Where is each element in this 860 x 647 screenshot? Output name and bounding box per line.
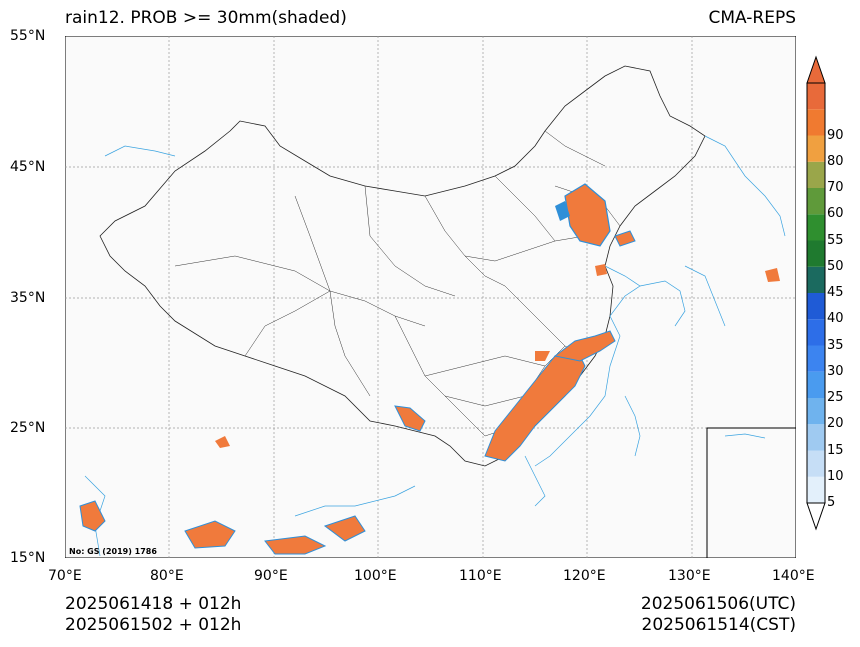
- colorbar-swatch: [807, 109, 825, 136]
- colorbar-tick-label: 45: [827, 285, 844, 300]
- precip-areas: [79, 183, 780, 555]
- coastlines: [84, 135, 786, 557]
- china-border: [99, 65, 706, 467]
- colorbar-swatch: [807, 319, 825, 346]
- colorbar-tick-label: 30: [827, 363, 844, 379]
- colorbar-swatch: [807, 450, 825, 477]
- valid-time-cst: 2025061514(CST): [641, 615, 796, 635]
- lon-label-130: 130°E: [668, 568, 711, 584]
- colorbar-swatch: [807, 83, 825, 110]
- colorbar-swatch: [807, 188, 825, 215]
- colorbar-swatch: [807, 135, 825, 162]
- colorbar-swatch: [807, 424, 825, 451]
- colorbar-swatch: [807, 266, 825, 293]
- colorbar-tick-label: 20: [827, 416, 844, 432]
- colorbar-tick-label: 80: [827, 153, 844, 169]
- map-panel: No: GS (2019) 1786: [65, 36, 796, 558]
- colorbar-extend-min: [806, 502, 826, 531]
- lat-label-35: 35°N: [10, 290, 46, 306]
- colorbar-swatch: [807, 161, 825, 188]
- lon-label-140: 140°E: [772, 568, 815, 584]
- init-time-line2: 2025061502 + 012h: [65, 615, 242, 635]
- colorbar-tick-label: 70: [827, 180, 844, 195]
- colorbar-swatch: [807, 476, 825, 503]
- colorbar-tick-label: 55: [827, 232, 844, 248]
- colorbar-tick-label: 5: [827, 495, 836, 510]
- colorbar-tick-label: 15: [827, 442, 844, 458]
- colorbar-swatch: [807, 371, 825, 398]
- colorbar: [806, 55, 826, 531]
- lon-label-80: 80°E: [150, 568, 184, 584]
- lon-label-70: 70°E: [48, 568, 82, 584]
- colorbar-tick-label: 90: [827, 127, 844, 143]
- colorbar-swatch: [807, 398, 825, 425]
- valid-time-utc: 2025061506(UTC): [640, 594, 796, 614]
- model-name: CMA-REPS: [708, 8, 796, 28]
- colorbar-extend-max: [806, 55, 826, 84]
- colorbar-swatch: [807, 345, 825, 372]
- gridlines: [65, 36, 796, 558]
- colorbar-tick-label: 40: [827, 311, 844, 327]
- map-title: rain12. PROB >= 30mm(shaded): [65, 8, 347, 28]
- lat-label-45: 45°N: [10, 159, 46, 175]
- colorbar-tick-label: 10: [827, 468, 844, 484]
- inset-box: [706, 427, 796, 558]
- lat-label-15: 15°N: [10, 550, 46, 566]
- lon-label-100: 100°E: [354, 568, 397, 584]
- colorbar-swatch: [807, 293, 825, 320]
- lon-label-90: 90°E: [254, 568, 288, 584]
- init-time-line1: 2025061418 + 012h: [65, 594, 242, 614]
- colorbar-tick-label: 35: [827, 337, 844, 353]
- lat-label-55: 55°N: [10, 28, 46, 44]
- map-note: No: GS (2019) 1786: [69, 547, 157, 556]
- colorbar-swatch: [807, 214, 825, 241]
- lon-label-110: 110°E: [459, 568, 502, 584]
- lat-label-25: 25°N: [10, 420, 46, 436]
- lon-label-120: 120°E: [563, 568, 606, 584]
- colorbar-tick-label: 60: [827, 206, 844, 222]
- colorbar-swatch: [807, 240, 825, 267]
- colorbar-tick-label: 50: [827, 258, 844, 274]
- colorbar-tick-label: 25: [827, 390, 844, 405]
